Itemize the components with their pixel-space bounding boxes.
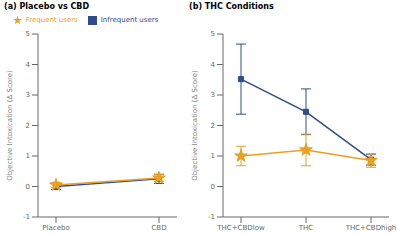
- svg-text:5: 5: [26, 30, 30, 38]
- svg-text:2: 2: [211, 122, 215, 130]
- svg-text:0: 0: [211, 183, 215, 191]
- svg-text:3: 3: [211, 91, 215, 99]
- svg-text:-1: -1: [208, 213, 215, 221]
- svg-text:CBD: CBD: [151, 224, 166, 232]
- svg-text:THC: THC: [298, 224, 314, 232]
- svg-text:Objective Intoxication (Δ Scor: Objective Intoxication (Δ Score): [191, 70, 199, 181]
- svg-text:-1: -1: [23, 213, 30, 221]
- svg-text:THC+CBDlow: THC+CBDlow: [216, 224, 265, 232]
- svg-text:1: 1: [211, 152, 215, 160]
- html-text:(a) Placebo vs CBD: (a) Placebo vs CBD: [4, 2, 89, 11]
- svg-text:Objective Intoxication (Δ Scor: Objective Intoxication (Δ Score): [8, 70, 14, 181]
- svg-text:3: 3: [26, 91, 30, 99]
- svg-text:Placebo: Placebo: [42, 224, 69, 232]
- svg-text:1: 1: [26, 152, 30, 160]
- svg-text:5: 5: [211, 30, 215, 38]
- svg-text:2: 2: [26, 122, 30, 130]
- svg-text:4: 4: [26, 61, 31, 69]
- html-text:Frequent users: Frequent users: [25, 16, 78, 25]
- html-text:(b) THC Conditions: (b) THC Conditions: [189, 2, 274, 11]
- svg-text:4: 4: [211, 61, 216, 69]
- svg-text:THC+CBDhigh: THC+CBDhigh: [345, 224, 389, 232]
- html-text:Infrequent users: Infrequent users: [100, 16, 159, 25]
- svg-text:0: 0: [26, 183, 30, 191]
